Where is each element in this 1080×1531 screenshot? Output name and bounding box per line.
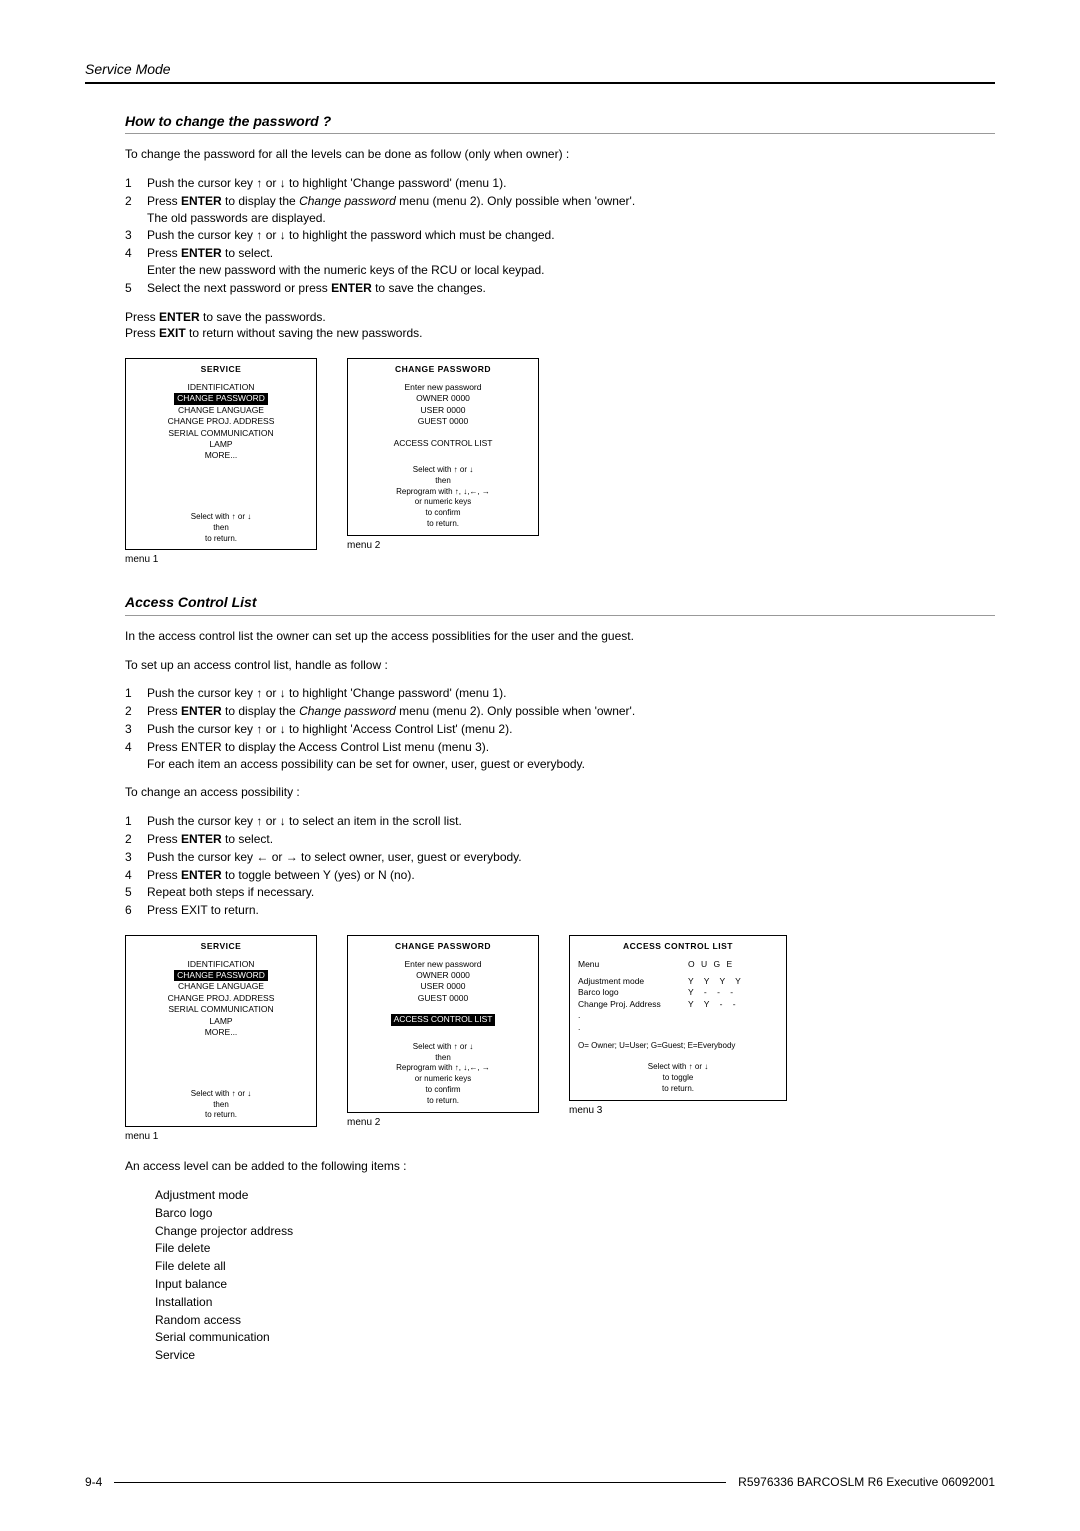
section2-steps1: 1Push the cursor key ↑ or ↓ to highlight… <box>125 685 995 772</box>
menu-service-2: SERVICEIDENTIFICATIONCHANGE PASSWORDCHAN… <box>125 935 317 1127</box>
access-level-items: Adjustment modeBarco logoChange projecto… <box>155 1187 995 1364</box>
footer-rule <box>114 1482 726 1484</box>
menu-acl: ACCESS CONTROL LISTMenuO U G EAdjustment… <box>569 935 787 1100</box>
footer-doc-id: R5976336 BARCOSLM R6 Executive 06092001 <box>738 1474 995 1491</box>
section2-steps2: 1Push the cursor key ↑ or ↓ to select an… <box>125 813 995 919</box>
section3-intro: An access level can be added to the foll… <box>125 1158 995 1175</box>
footer-page-number: 9-4 <box>85 1474 102 1491</box>
caption-menu1b: menu 1 <box>125 1130 317 1144</box>
caption-menu2a: menu 2 <box>347 539 539 553</box>
section1-after: Press ENTER to save the passwords.Press … <box>125 309 995 343</box>
section2-change-intro: To change an access possibility : <box>125 784 995 801</box>
section-title-change-password: How to change the password ? <box>125 112 995 135</box>
page-header: Service Mode <box>85 60 995 84</box>
section2-setup-intro: To set up an access control list, handle… <box>125 657 995 674</box>
caption-menu2b: menu 2 <box>347 1116 539 1130</box>
section-title-acl: Access Control List <box>125 593 995 616</box>
caption-menu3: menu 3 <box>569 1104 787 1118</box>
page-footer: 9-4 R5976336 BARCOSLM R6 Executive 06092… <box>85 1474 995 1491</box>
menu-change-pwd-1: CHANGE PASSWORDEnter new passwordOWNER 0… <box>347 358 539 536</box>
menu-change-pwd-2: CHANGE PASSWORDEnter new passwordOWNER 0… <box>347 935 539 1113</box>
section1-steps: 1Push the cursor key ↑ or ↓ to highlight… <box>125 175 995 297</box>
menus-row-2: SERVICEIDENTIFICATIONCHANGE PASSWORDCHAN… <box>125 935 995 1144</box>
menu-service-1: SERVICEIDENTIFICATIONCHANGE PASSWORDCHAN… <box>125 358 317 550</box>
caption-menu1a: menu 1 <box>125 553 317 567</box>
section1-intro: To change the password for all the level… <box>125 146 995 163</box>
menus-row-1: SERVICEIDENTIFICATIONCHANGE PASSWORDCHAN… <box>125 358 995 567</box>
section2-intro: In the access control list the owner can… <box>125 628 995 645</box>
